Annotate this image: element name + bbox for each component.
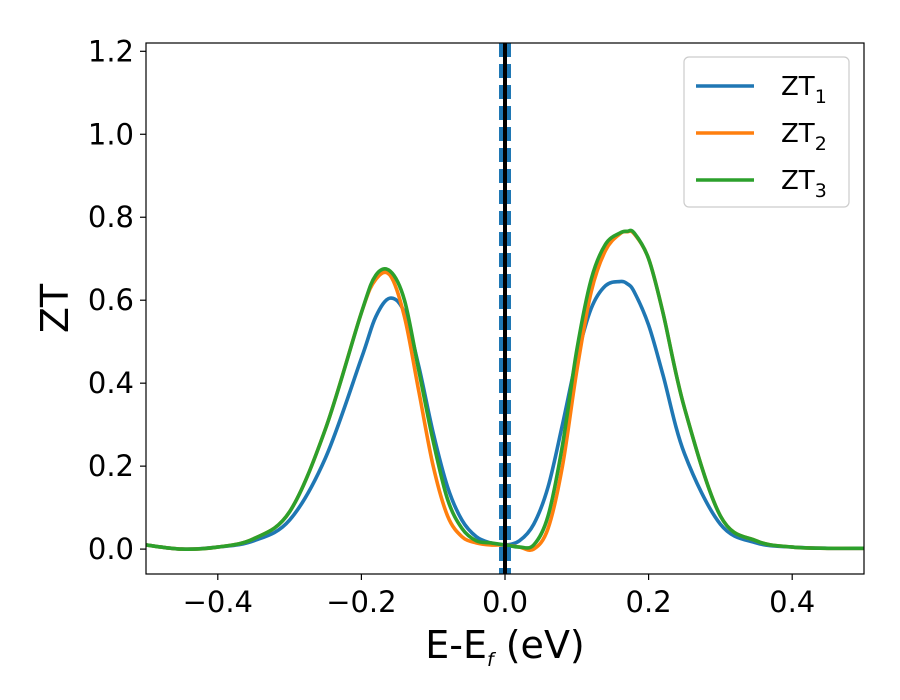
y-tick-label: 0.2: [88, 449, 134, 483]
legend-label-3: ZT3: [781, 166, 827, 202]
legend: ZT1 ZT2 ZT3: [683, 56, 850, 208]
y-tick-label: 0.4: [88, 366, 134, 400]
legend-label-2: ZT2: [781, 119, 827, 155]
x-axis-title: E-Ef (eV): [425, 623, 585, 671]
legend-box: [683, 56, 850, 208]
y-tick-label: 0.6: [88, 283, 134, 317]
series-lines: [146, 228, 864, 552]
x-tick-label: −0.2: [326, 585, 396, 619]
x-tick-label: 0.2: [626, 585, 672, 619]
y-tick-label: 1.2: [88, 34, 134, 68]
y-tick-label: 0.0: [88, 532, 134, 566]
series-line-3: [146, 228, 864, 551]
x-axis-ticks: −0.4 −0.2 0.0 0.2 0.4: [183, 574, 815, 619]
y-tick-label: 0.8: [88, 200, 134, 234]
legend-label-1: ZT1: [781, 72, 827, 108]
y-axis-ticks: 0.0 0.2 0.4 0.6 0.8 1.0 1.2: [88, 34, 146, 566]
x-tick-label: 0.4: [769, 585, 815, 619]
x-tick-label: 0.0: [482, 585, 528, 619]
y-axis-title: ZT: [33, 283, 77, 333]
x-tick-label: −0.4: [183, 585, 253, 619]
y-tick-label: 1.0: [88, 117, 134, 151]
series-line-1: [146, 279, 864, 551]
